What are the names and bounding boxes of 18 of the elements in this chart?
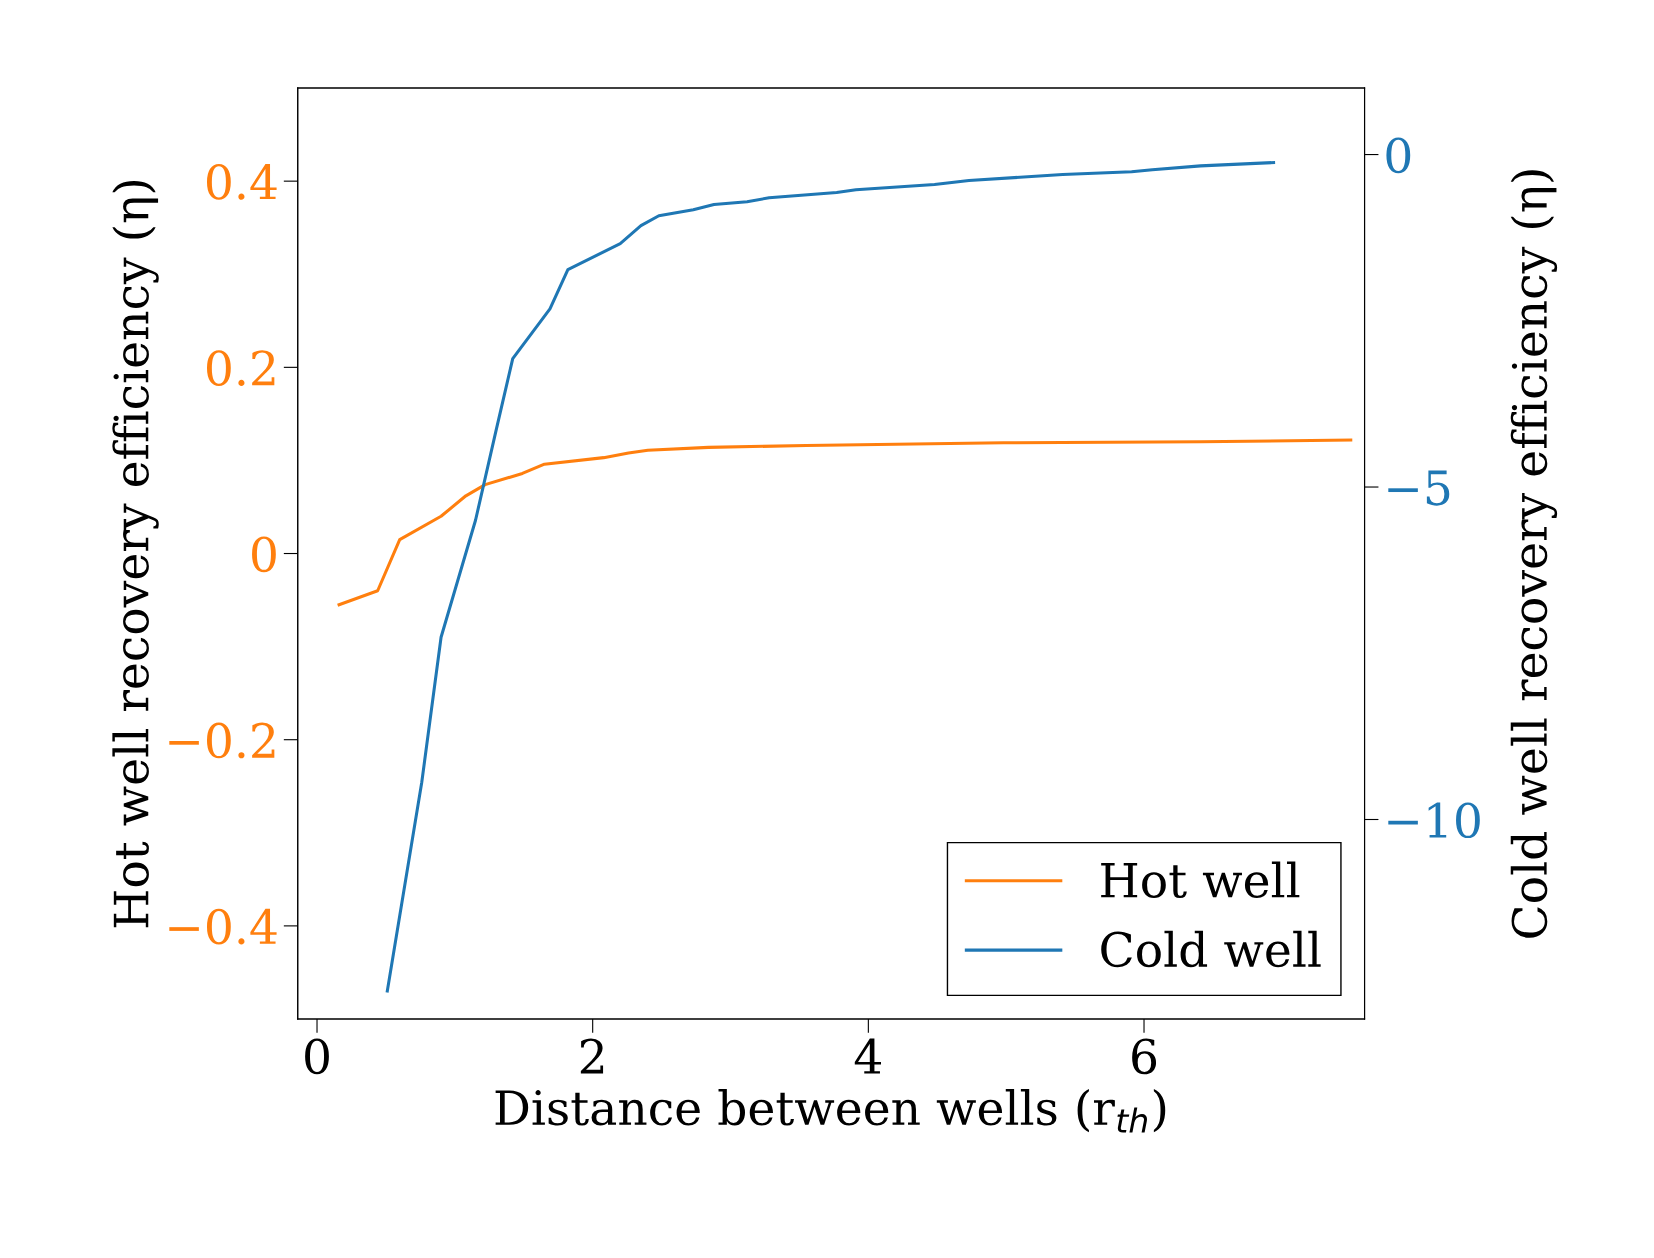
x-tick-label: 0 bbox=[305, 1038, 329, 1075]
legend-label: Cold well bbox=[1101, 930, 1321, 968]
y-tick-label: 0.2 bbox=[206, 350, 275, 386]
y-tick-label: 0 bbox=[252, 536, 276, 573]
y-axis-title: Hot well recovery efficiency (η) bbox=[112, 180, 159, 928]
x-tick-label: 2 bbox=[580, 1038, 604, 1074]
y2-axis-title: Cold well recovery efficiency (η) bbox=[1510, 170, 1558, 938]
x-tick-label: 4 bbox=[854, 1038, 881, 1074]
y2-tick-label: −10 bbox=[1388, 802, 1480, 839]
legend-label: Hot well bbox=[1101, 861, 1300, 899]
y-tick-label: 0.4 bbox=[206, 164, 277, 200]
line-series bbox=[337, 438, 1353, 607]
y2-tick-label: −5 bbox=[1388, 470, 1450, 506]
y-tick-label: −0.2 bbox=[169, 722, 275, 759]
y-tick-label: −0.4 bbox=[169, 908, 277, 945]
y2-tick-label: 0 bbox=[1386, 137, 1411, 174]
x-axis-title: Distance between wells (r$_{th}$) bbox=[495, 1088, 1166, 1133]
x-tick-label: 6 bbox=[1132, 1038, 1157, 1075]
